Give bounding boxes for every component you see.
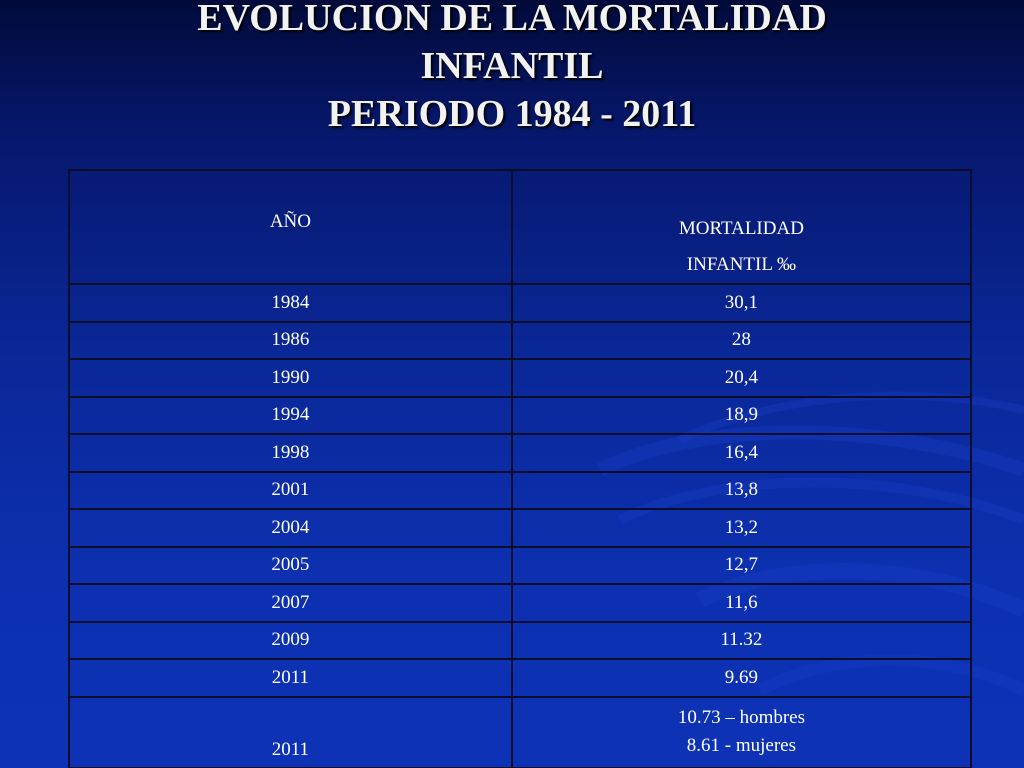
table-header-row: AÑO MORTALIDAD INFANTIL ‰ xyxy=(68,169,973,285)
year-cell: 2005 xyxy=(68,545,513,585)
table-row: 1994 18,9 xyxy=(68,395,973,435)
table-row: 1986 28 xyxy=(68,320,973,360)
year-cell: 2009 xyxy=(68,620,513,660)
header-year-cell: AÑO xyxy=(68,169,513,285)
year-cell: 1984 xyxy=(68,283,513,323)
year-cell: 1986 xyxy=(68,320,513,360)
value-cell: 28 xyxy=(510,320,973,360)
year-cell: 2004 xyxy=(68,508,513,548)
header-mortality-label: MORTALIDAD INFANTIL ‰ xyxy=(513,171,970,283)
slide-title: EVOLUCION DE LA MORTALIDAD INFANTIL PERI… xyxy=(0,0,1024,138)
year-cell: 2001 xyxy=(68,470,513,510)
value-cell: 12,7 xyxy=(510,545,973,585)
header-year-label: AÑO xyxy=(269,211,311,232)
mortality-table: AÑO MORTALIDAD INFANTIL ‰ 1984 30,1 1986… xyxy=(68,169,973,768)
header-mortality-line-2: INFANTIL ‰ xyxy=(686,254,797,275)
table-row: 2004 13,2 xyxy=(68,508,973,548)
table-row: 2007 11,6 xyxy=(68,583,973,623)
year-cell: 2011 xyxy=(68,695,513,768)
value-cell: 13,8 xyxy=(510,470,973,510)
value-cell: 16,4 xyxy=(510,433,973,473)
table-row-by-sex: 2011 10.73 – hombres 8.61 - mujeres xyxy=(68,695,973,768)
year-cell: 1994 xyxy=(68,395,513,435)
value-cell: 30,1 xyxy=(510,283,973,323)
year-cell: 1990 xyxy=(68,358,513,398)
table-row: 2009 11.32 xyxy=(68,620,973,660)
value-cell: 11.32 xyxy=(510,620,973,660)
table-row: 1990 20,4 xyxy=(68,358,973,398)
header-mortality-line-1: MORTALIDAD xyxy=(678,218,804,239)
value-cell: 18,9 xyxy=(510,395,973,435)
year-cell: 1998 xyxy=(68,433,513,473)
year-cell: 2011 xyxy=(68,658,513,698)
table-row: 2011 9.69 xyxy=(68,658,973,698)
value-by-sex-cell: 10.73 – hombres 8.61 - mujeres xyxy=(510,695,973,768)
value-cell: 11,6 xyxy=(510,583,973,623)
value-cell: 13,2 xyxy=(510,508,973,548)
header-mortality-cell: MORTALIDAD INFANTIL ‰ xyxy=(510,169,973,285)
table-row: 2001 13,8 xyxy=(68,470,973,510)
year-cell: 2007 xyxy=(68,583,513,623)
title-line-2: INFANTIL xyxy=(420,45,604,87)
table-row: 1998 16,4 xyxy=(68,433,973,473)
table-row: 1984 30,1 xyxy=(68,283,973,323)
value-cell: 20,4 xyxy=(510,358,973,398)
value-cell: 9.69 xyxy=(510,658,973,698)
title-line-3: PERIODO 1984 - 2011 xyxy=(327,93,697,135)
title-line-1: EVOLUCION DE LA MORTALIDAD xyxy=(197,0,827,39)
value-men: 10.73 – hombres xyxy=(677,707,805,728)
value-women: 8.61 - mujeres xyxy=(686,735,797,756)
table-row: 2005 12,7 xyxy=(68,545,973,585)
